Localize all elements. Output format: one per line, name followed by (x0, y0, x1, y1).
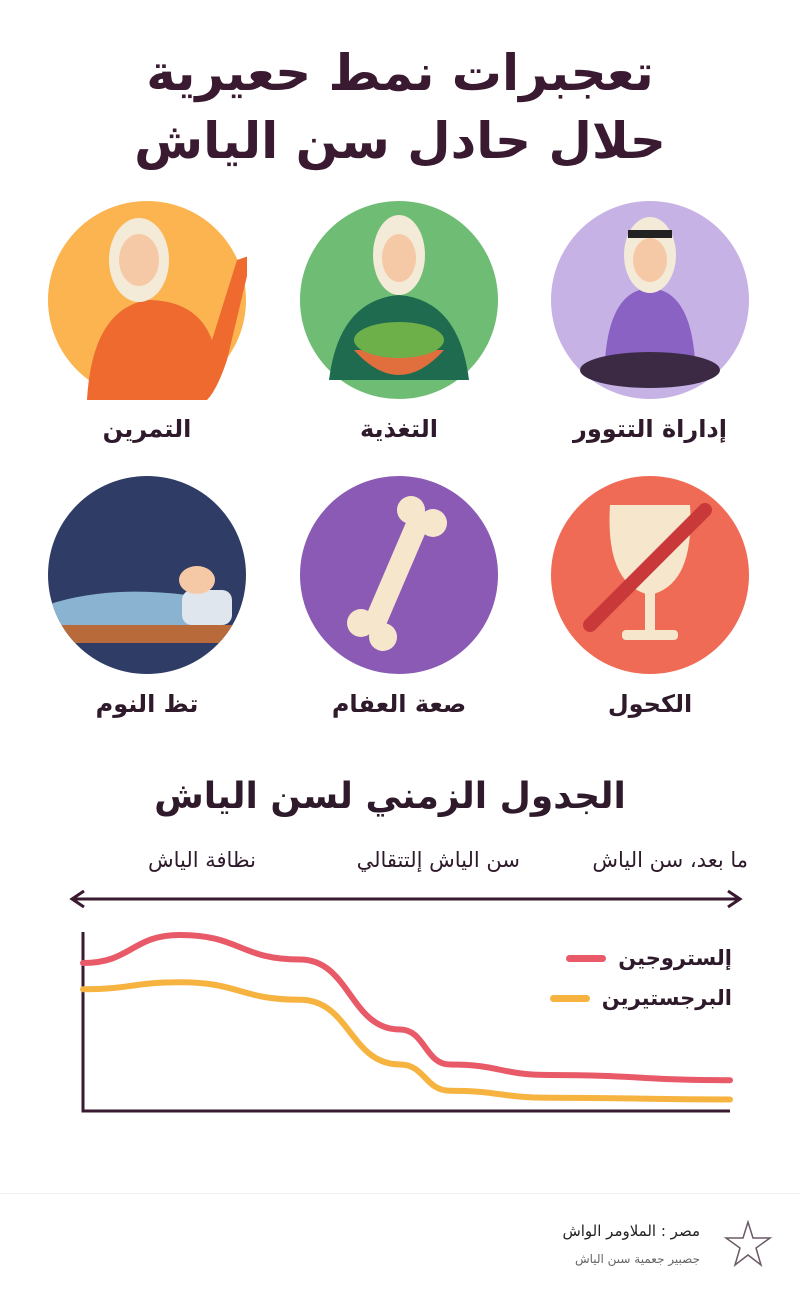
source-subline: جصبير جعمية سىن الياش (574, 1252, 700, 1266)
sleeping-moon-icon (48, 476, 246, 674)
series-line-0 (80, 931, 733, 1084)
woman-salad-bowl-icon (300, 201, 498, 399)
card-exercise: التمرين (47, 200, 247, 444)
legend-swatch (566, 954, 607, 962)
legend-item: إلستروجين (566, 946, 732, 970)
hormone-chart (80, 931, 733, 1113)
exercise-woman-waving-icon (48, 201, 247, 400)
legend-label: البرجستيرين (601, 986, 732, 1010)
card-label: الكحول (607, 690, 693, 718)
card-alcohol: الكحول (550, 475, 750, 719)
phase-label: نظافة الياش (147, 848, 256, 872)
timeline-arrow (69, 889, 743, 909)
card-nutrition: التغذية (299, 200, 499, 444)
title-line-1: تعجبرات نمط حعيرية (146, 44, 654, 102)
legend-label: إلستروجين (618, 946, 732, 970)
timeline-title: الجدول الزمني لسن الياش (154, 776, 626, 817)
card-label: التغذية (359, 415, 438, 443)
card-label: تظ النوم (95, 690, 199, 718)
card-bone: صعة العفام (299, 475, 499, 719)
card-stress: إداراة التتوور (550, 200, 750, 444)
star-logo-icon (724, 1220, 772, 1268)
series-line-1 (80, 979, 733, 1103)
woman-meditating-icon (551, 201, 749, 399)
footer: مصر : الملاومر الواش جصبير جعمية سىن الي… (0, 1193, 800, 1296)
bone-icon (300, 476, 498, 674)
phase-label: ما بعد، سن الياش (592, 848, 748, 872)
card-sleep: تظ النوم (47, 475, 247, 719)
card-label: إداراة التتوور (573, 415, 727, 443)
no-alcohol-icon (551, 476, 749, 674)
source-line: مصر : الملاومر الواش (562, 1222, 700, 1240)
phase-label: سن الياش إلتتقالي (356, 848, 520, 872)
legend-swatch (549, 994, 590, 1002)
card-label: التمرين (102, 415, 192, 443)
legend-item: البرجستيرين (549, 986, 732, 1010)
card-label: صعة العفام (331, 690, 467, 718)
title-line-2: حلال حادل سن الياش (134, 112, 666, 170)
